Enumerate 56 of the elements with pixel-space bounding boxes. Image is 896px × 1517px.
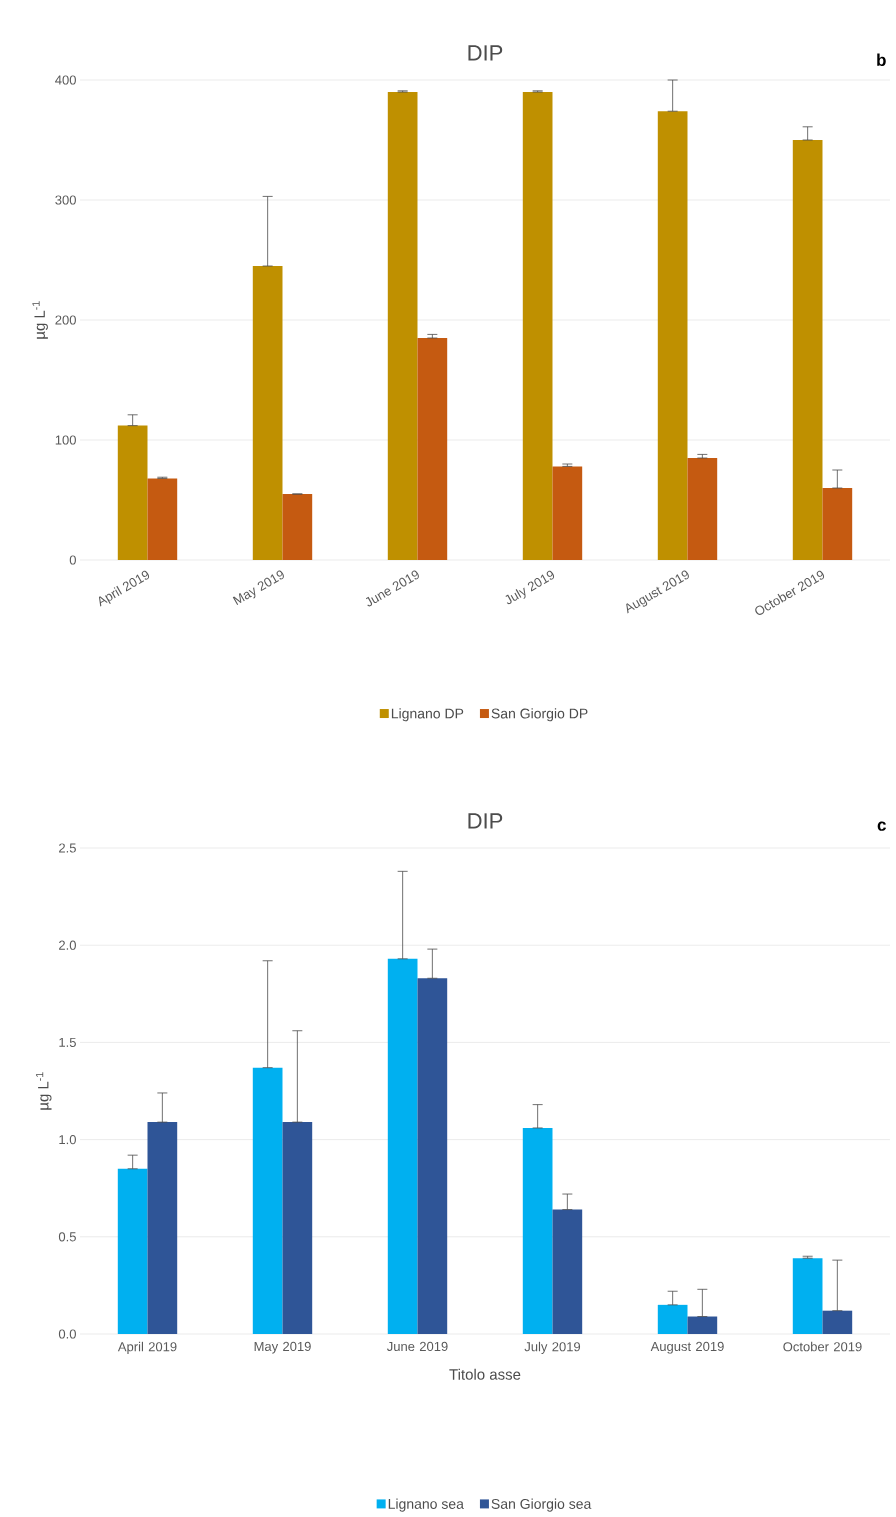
bar: [657, 111, 688, 561]
bar: [387, 92, 418, 561]
bar: [282, 1122, 313, 1335]
bar: [522, 92, 553, 561]
y-tick-label: 100: [55, 435, 76, 445]
y-tick-label: 0: [69, 555, 76, 565]
y-tick-label: 0.5: [58, 1232, 76, 1242]
bar: [147, 1122, 178, 1335]
bar: [282, 494, 313, 561]
legend-label: Lignano DP: [391, 708, 464, 722]
bar: [417, 978, 448, 1335]
bar: [417, 338, 448, 561]
x-tick-label: July 2019: [524, 1341, 581, 1354]
x-axis-title: Titolo asse: [449, 1368, 521, 1380]
y-tick-label: 400: [55, 75, 76, 85]
x-tick-label: August 2019: [650, 1341, 724, 1354]
legend-label: San Giorgio sea: [491, 1498, 592, 1512]
bar: [822, 1310, 853, 1335]
x-tick-label: June 2019: [386, 1341, 448, 1352]
y-tick-label: 2.5: [59, 843, 76, 853]
bar: [522, 1127, 553, 1335]
bar: [687, 1316, 718, 1335]
bar: [687, 458, 718, 561]
y-tick-label: 1.0: [59, 1135, 76, 1145]
bar: [822, 488, 853, 561]
y-tick-label: 300: [55, 195, 76, 205]
x-tick-label: June 2019: [365, 570, 419, 607]
text: b: [877, 53, 886, 67]
x-tick-label: July 2019: [505, 570, 555, 605]
bar: [117, 425, 148, 561]
y-tick-label: 200: [55, 315, 76, 325]
bar: [657, 1304, 688, 1335]
x-tick-label: April 2019: [117, 1341, 177, 1354]
y-axis-title: µg L$^{-1}$: [35, 1072, 52, 1110]
bar: [552, 1209, 583, 1335]
legend-label: Lignano sea: [388, 1498, 464, 1512]
bar: [117, 1168, 148, 1335]
text: c: [877, 821, 886, 831]
bar: [792, 1258, 823, 1335]
bar: [252, 1067, 283, 1335]
x-tick-label: April 2019: [98, 570, 150, 607]
bar: [387, 958, 418, 1335]
bar: [147, 478, 178, 561]
legend-label: San Giorgio DP: [491, 708, 588, 722]
y-tick-label: 0.0: [58, 1329, 76, 1339]
chart-title: DIP: [468, 45, 503, 61]
y-tick-label: 2.0: [59, 940, 76, 950]
bar: [552, 466, 583, 561]
y-axis-title: µg L$^{-1}$: [32, 301, 48, 339]
x-tick-label: May 2019: [232, 570, 284, 605]
x-tick-label: May 2019: [254, 1341, 311, 1354]
bar: [252, 266, 283, 561]
x-tick-label: October 2019: [783, 1341, 862, 1352]
chart-title: DIP: [468, 813, 503, 829]
bar: [792, 140, 823, 561]
y-tick-label: 1.5: [59, 1037, 76, 1047]
